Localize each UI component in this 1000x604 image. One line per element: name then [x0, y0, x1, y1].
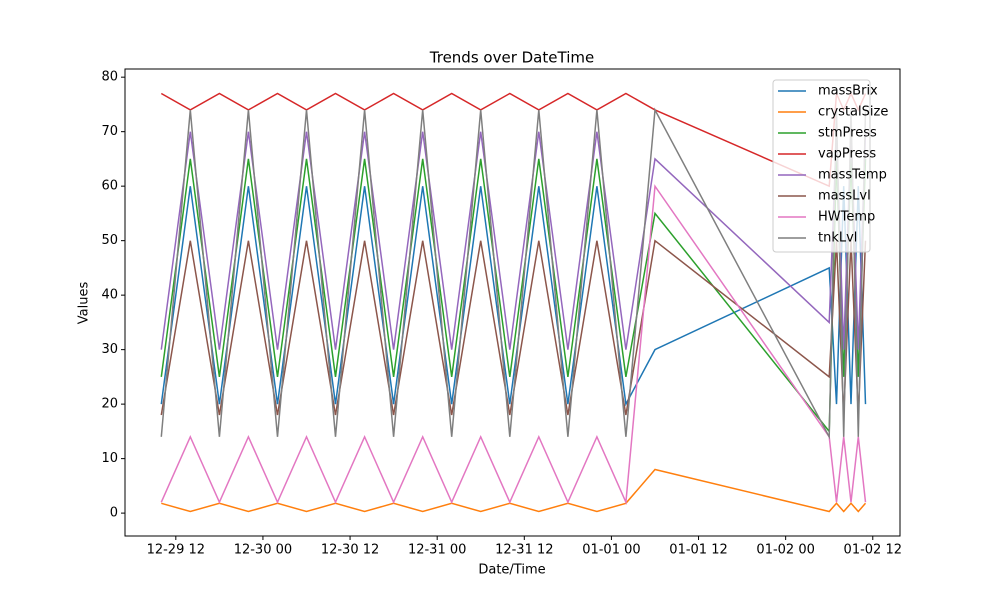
series-line: [160, 186, 867, 407]
x-tick-label: 12-30 00: [234, 543, 292, 558]
x-tick-label: 12-31 12: [495, 543, 553, 558]
y-tick-label: 0: [110, 506, 118, 521]
y-tick-label: 30: [101, 342, 118, 357]
series-line: [160, 184, 867, 506]
y-tick-label: 70: [101, 124, 118, 139]
legend-label: stmPress: [818, 126, 877, 141]
chart-title: Trends over DateTime: [429, 49, 594, 67]
x-tick-label: 01-02 00: [756, 543, 814, 558]
legend-label: massTemp: [818, 168, 887, 183]
x-tick-label: 12-30 12: [321, 543, 379, 558]
legend-box: [772, 79, 871, 253]
legend-label: vapPress: [818, 147, 876, 162]
plot-frame: [124, 68, 901, 537]
y-tick-label: 60: [101, 179, 118, 194]
x-tick-label: 01-02 12: [844, 543, 902, 558]
x-axis-label: Date/Time: [478, 563, 545, 578]
legend-label: HWTemp: [818, 210, 875, 225]
y-tick-label: 10: [101, 451, 118, 466]
y-tick-label: 50: [101, 233, 118, 248]
legend-label: crystalSize: [818, 105, 888, 120]
x-tick-label: 01-01 00: [582, 543, 640, 558]
legend-label: massLvl: [818, 189, 871, 204]
legend-label: massBrix: [818, 84, 878, 99]
legend-label: tnkLvl: [818, 231, 857, 246]
y-axis-label: Values: [77, 282, 92, 325]
series-line: [160, 91, 867, 188]
x-tick-label: 01-01 12: [669, 543, 727, 558]
x-tick-label: 12-31 00: [408, 543, 466, 558]
series-line: [161, 468, 867, 513]
y-tick-label: 20: [101, 397, 118, 412]
x-tick-label: 12-29 12: [147, 543, 205, 558]
y-tick-label: 40: [101, 288, 118, 303]
y-tick-label: 80: [101, 70, 118, 85]
